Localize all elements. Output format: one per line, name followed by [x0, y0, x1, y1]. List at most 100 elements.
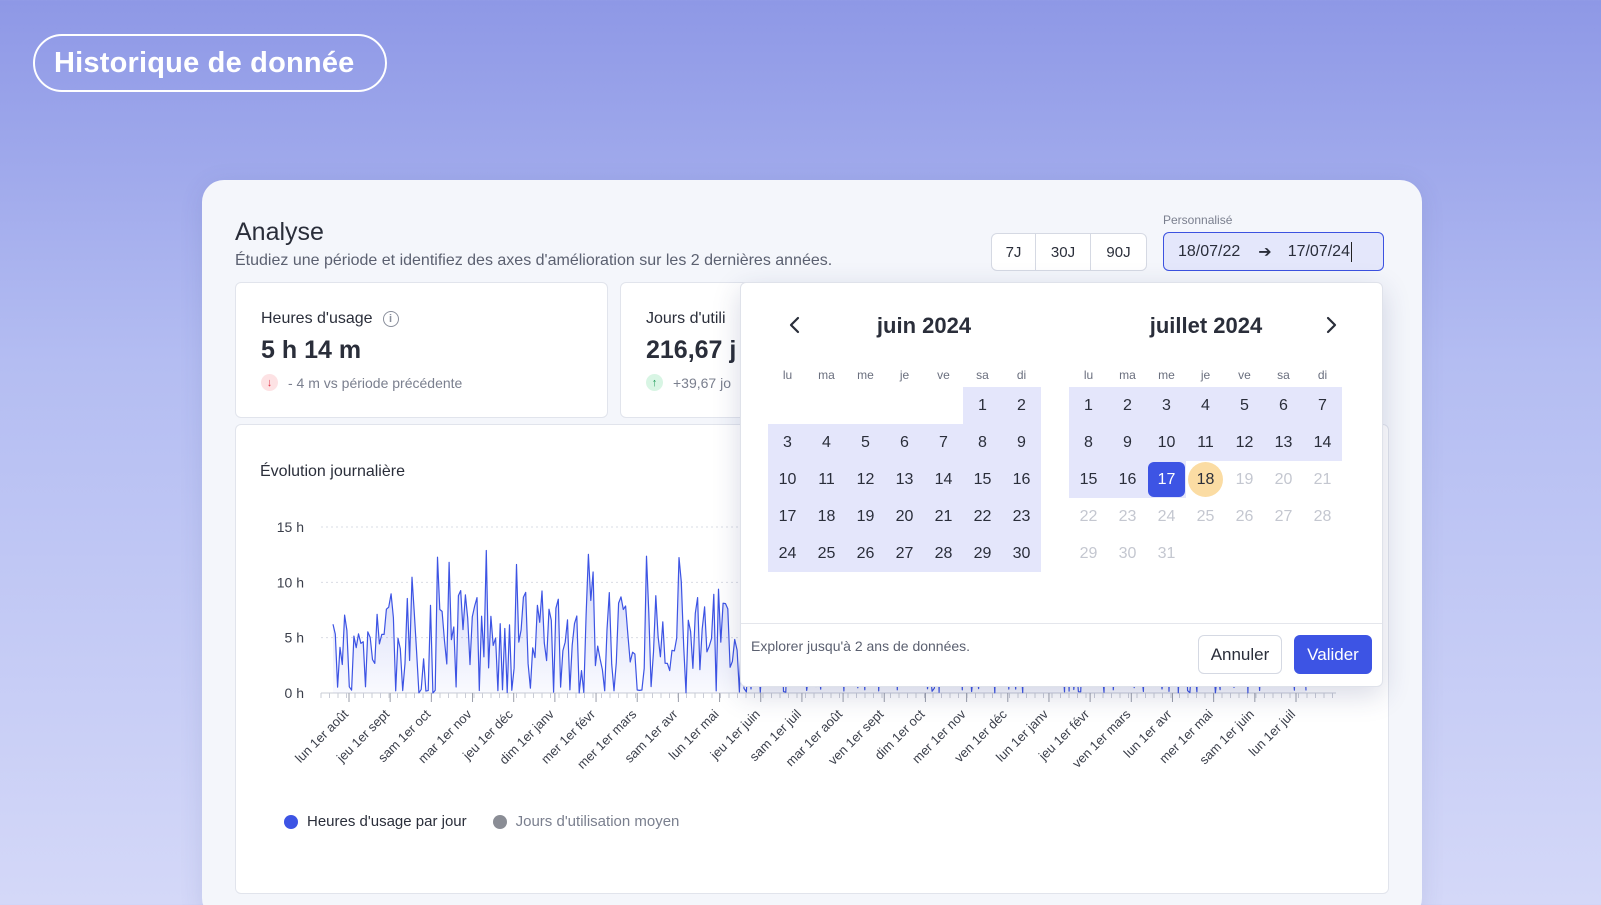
- calendar-day: 31: [1157, 544, 1176, 562]
- calendar-day[interactable]: 6: [885, 424, 924, 461]
- calendar-day[interactable]: 27: [885, 535, 924, 572]
- y-tick-label: 15 h: [277, 519, 304, 535]
- calendar-day: 27: [1274, 507, 1293, 525]
- calendar-day: 26: [1235, 507, 1254, 525]
- weekday-label: ve: [937, 368, 950, 382]
- week-row: 17 18 19 20 21 22 23: [768, 498, 1041, 535]
- chart-title: Évolution journalière: [260, 463, 405, 480]
- arrow-right-icon: ➔: [1258, 243, 1272, 261]
- calendar-day[interactable]: 26: [846, 535, 885, 572]
- calendar-day[interactable]: 15: [963, 461, 1002, 498]
- calendar-day[interactable]: 9: [1002, 424, 1041, 461]
- chevron-left-icon[interactable]: [783, 313, 807, 337]
- calendar-day[interactable]: 14: [1303, 424, 1342, 461]
- stat-label: Heures d'usage i: [261, 310, 399, 328]
- calendar-day[interactable]: 3: [768, 424, 807, 461]
- calendar-day[interactable]: 10: [768, 461, 807, 498]
- calendar-day[interactable]: 5: [1225, 387, 1264, 424]
- week-row: 29 30 31: [1069, 535, 1342, 572]
- range-7d-button[interactable]: 7J: [992, 234, 1036, 270]
- calendar-day[interactable]: 4: [1186, 387, 1225, 424]
- legend-item-average-days[interactable]: Jours d'utilisation moyen: [492, 813, 679, 830]
- legend-dot: [284, 814, 298, 829]
- weekday-label: je: [899, 368, 910, 382]
- calendar-day[interactable]: 9: [1108, 424, 1147, 461]
- calendar-day[interactable]: 7: [924, 424, 963, 461]
- stat-delta: ↓ - 4 m vs période précédente: [261, 374, 462, 391]
- datepicker-note: Explorer jusqu'à 2 ans de données.: [751, 638, 971, 654]
- calendar-day[interactable]: 20: [885, 498, 924, 535]
- calendar-day[interactable]: 6: [1264, 387, 1303, 424]
- range-selector: 7J 30J 90J: [991, 233, 1147, 271]
- calendar-day: 28: [1313, 507, 1332, 525]
- calendar-day[interactable]: 12: [846, 461, 885, 498]
- stat-label-text: Jours d'utili: [646, 310, 726, 327]
- calendar-day[interactable]: 12: [1225, 424, 1264, 461]
- calendar-day[interactable]: 17: [768, 498, 807, 535]
- weekday-label: sa: [1277, 368, 1290, 382]
- calendar-day[interactable]: 28: [924, 535, 963, 572]
- arrow-up-icon: ↑: [646, 374, 663, 391]
- calendar-day[interactable]: 16: [1108, 461, 1147, 498]
- cancel-button[interactable]: Annuler: [1198, 635, 1282, 674]
- calendar-day[interactable]: 22: [963, 498, 1002, 535]
- weekday-label: lu: [782, 368, 793, 382]
- empty-day-cell: [1225, 535, 1264, 572]
- calendar-day[interactable]: 7: [1303, 387, 1342, 424]
- hero-title: Historique de donnée: [33, 34, 387, 92]
- calendar-day-today[interactable]: 18: [1186, 461, 1225, 498]
- y-tick-label: 10 h: [277, 574, 304, 590]
- custom-range-input[interactable]: 18/07/22 ➔ 17/07/24: [1163, 232, 1384, 271]
- validate-button[interactable]: Valider: [1294, 635, 1372, 674]
- stat-value: 216,67 j: [646, 336, 737, 364]
- calendar-day: 24: [1157, 507, 1176, 525]
- range-end-date[interactable]: 17/07/24: [1287, 242, 1350, 260]
- calendar-day[interactable]: 8: [963, 424, 1002, 461]
- calendar-day[interactable]: 30: [1002, 535, 1041, 572]
- chevron-right-icon[interactable]: [1319, 313, 1343, 337]
- calendar-day[interactable]: 15: [1069, 461, 1108, 498]
- weekday-label: sa: [976, 368, 989, 382]
- calendar-day[interactable]: 13: [885, 461, 924, 498]
- legend-item-usage-hours[interactable]: Heures d'usage par jour: [284, 813, 467, 830]
- calendar-day[interactable]: 11: [807, 461, 846, 498]
- calendar-day[interactable]: 13: [1264, 424, 1303, 461]
- stat-delta: ↑ +39,67 jo: [646, 374, 731, 391]
- range-start-date[interactable]: 18/07/22: [1178, 242, 1241, 260]
- calendar-day[interactable]: 14: [924, 461, 963, 498]
- empty-day-cell: [1303, 535, 1342, 572]
- calendar-day-selected[interactable]: 17: [1147, 461, 1186, 498]
- calendar-day[interactable]: 19: [846, 498, 885, 535]
- calendar-day[interactable]: 10: [1147, 424, 1186, 461]
- calendar-day[interactable]: 25: [807, 535, 846, 572]
- stat-label-text: Heures d'usage: [261, 310, 373, 327]
- calendar-day[interactable]: 5: [846, 424, 885, 461]
- calendar-day[interactable]: 3: [1147, 387, 1186, 424]
- weekday-label: di: [1016, 368, 1027, 382]
- info-icon[interactable]: i: [382, 311, 399, 327]
- date-range-picker: juin 2024 juillet 2024 lu ma me je ve sa di 1 2 3…: [740, 282, 1383, 687]
- calendar-day[interactable]: 18: [807, 498, 846, 535]
- weekday-label: di: [1317, 368, 1328, 382]
- calendar-day[interactable]: 29: [963, 535, 1002, 572]
- stat-delta-text: +39,67 jo: [673, 374, 731, 391]
- calendar-day[interactable]: 24: [768, 535, 807, 572]
- calendar-day[interactable]: 2: [1002, 387, 1041, 424]
- chart-legend: Heures d'usage par jour Jours d'utilisat…: [284, 813, 705, 830]
- calendar-day[interactable]: 8: [1069, 424, 1108, 461]
- arrow-down-icon: ↓: [261, 374, 278, 391]
- calendar-day[interactable]: 23: [1002, 498, 1041, 535]
- range-90d-button[interactable]: 90J: [1106, 243, 1131, 261]
- calendar-day[interactable]: 2: [1108, 387, 1147, 424]
- range-30d-button[interactable]: 30J: [1036, 234, 1091, 270]
- calendar-day[interactable]: 1: [963, 387, 1002, 424]
- calendar-day[interactable]: 4: [807, 424, 846, 461]
- y-tick-label: 0 h: [285, 685, 304, 701]
- calendar-day[interactable]: 11: [1186, 424, 1225, 461]
- weekday-label: me: [857, 368, 874, 382]
- calendar-day[interactable]: 21: [924, 498, 963, 535]
- weekday-label: je: [1200, 368, 1211, 382]
- calendar-day[interactable]: 1: [1069, 387, 1108, 424]
- calendar-day[interactable]: 16: [1002, 461, 1041, 498]
